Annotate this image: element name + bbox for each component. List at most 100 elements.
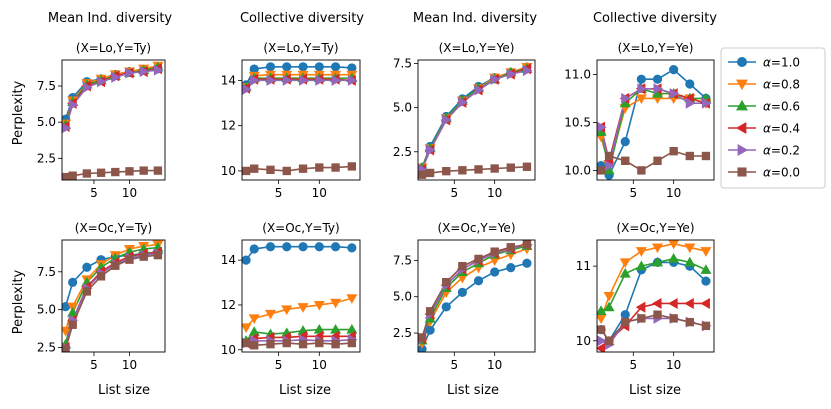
- data-point: [506, 68, 517, 80]
- subplot-7: (X=Oc,Y=Ye) 2.5 5.0 7.5 5 10: [393, 221, 536, 372]
- y-tick-label: 5.0: [37, 303, 56, 317]
- y-tick-label: 11: [576, 259, 591, 273]
- subplot-grid: (X=Lo,Y=Ty) 2.5 5.0 7.5 5 10 (X=Lo,Y=Ty) 10 12 14…: [37, 41, 715, 372]
- data-point: [282, 74, 293, 86]
- data-point: [668, 253, 680, 263]
- data-point: [111, 261, 120, 270]
- legend-entry: α=0.6: [728, 100, 800, 114]
- x-tick-label: 10: [487, 358, 502, 372]
- data-point: [281, 305, 293, 316]
- column-title-2: Collective diversity: [240, 11, 364, 26]
- y-tick-label: 2.5: [37, 151, 56, 165]
- y-tick-label: 7.5: [393, 57, 412, 71]
- data-point: [458, 166, 467, 175]
- y-tick-label: 14: [221, 253, 236, 267]
- data-point: [701, 97, 712, 109]
- axes-frame: [417, 239, 536, 353]
- y-tick-label: 2.5: [393, 326, 412, 340]
- subplot-title: (X=Lo,Y=Ye): [618, 41, 694, 55]
- data-point: [685, 151, 694, 161]
- plot-area: [62, 240, 164, 352]
- legend-label: α=0.0: [763, 166, 800, 180]
- alpha-symbol: α: [763, 166, 771, 180]
- data-point: [603, 291, 615, 302]
- subplot-title: (X=Lo,Y=Ye): [439, 41, 515, 55]
- data-point: [298, 62, 308, 72]
- x-tick-label: 5: [90, 186, 98, 200]
- legend: α=1.0α=0.8α=0.6α=0.4α=0.2α=0.0: [720, 47, 826, 189]
- data-point: [266, 74, 277, 86]
- data-point: [669, 314, 678, 323]
- data-point: [68, 277, 78, 287]
- data-point: [669, 147, 678, 156]
- subplot-1: (X=Lo,Y=Ty) 2.5 5.0 7.5 5 10: [37, 41, 166, 200]
- data-point: [458, 96, 469, 108]
- data-point: [139, 252, 148, 261]
- data-point: [153, 166, 163, 175]
- x-tick-label: 10: [122, 358, 137, 372]
- data-point: [490, 164, 499, 173]
- y-tick-label: 5.0: [393, 101, 412, 115]
- data-point: [473, 276, 484, 286]
- data-point: [265, 62, 276, 72]
- data-point: [603, 301, 615, 312]
- data-point: [347, 74, 358, 86]
- x-tick-label: 10: [666, 186, 681, 200]
- data-point: [264, 309, 277, 320]
- x-tick-label: 5: [275, 186, 283, 200]
- data-point: [315, 338, 324, 348]
- legend-label: α=0.2: [763, 144, 800, 158]
- series-line: [421, 68, 528, 170]
- y-tick-label: 10: [576, 334, 591, 348]
- data-point: [621, 156, 630, 165]
- y-tick-label: 10.5: [564, 115, 591, 129]
- plot-area: [418, 62, 533, 179]
- data-point: [330, 62, 341, 72]
- subplot-8: (X=Oc,Y=Ye) 10 11 5 10: [576, 221, 715, 372]
- legend-value: =0.2: [771, 144, 800, 158]
- data-point: [282, 166, 291, 176]
- legend-label: α=1.0: [763, 56, 800, 70]
- data-point: [68, 99, 79, 111]
- data-point: [111, 71, 121, 83]
- data-point: [111, 167, 120, 177]
- data-point: [620, 137, 630, 147]
- data-point: [68, 171, 77, 180]
- data-point: [331, 339, 340, 349]
- y-tick-label: 5.0: [393, 290, 412, 304]
- data-point: [490, 247, 499, 256]
- axes-frame: [241, 239, 361, 353]
- data-point: [619, 267, 631, 278]
- x-tick-label: 5: [450, 358, 458, 372]
- x-tick-label: 5: [629, 186, 637, 200]
- data-point: [346, 294, 358, 304]
- data-point: [685, 79, 695, 89]
- plot-area: [418, 240, 533, 352]
- y-tick-label: 10: [221, 164, 236, 178]
- data-point: [82, 81, 93, 93]
- subplot-title: (X=Oc,Y=Ye): [438, 221, 516, 235]
- data-point: [82, 262, 92, 272]
- column-title-3: Mean Ind. diversity: [413, 11, 538, 26]
- data-point: [635, 247, 647, 257]
- data-point: [474, 84, 485, 96]
- legend-entry: α=0.2: [728, 144, 800, 158]
- data-point: [265, 242, 276, 252]
- alpha-symbol: α: [763, 144, 771, 158]
- legend-marker: [735, 122, 747, 134]
- data-point: [637, 166, 646, 175]
- legend-entry: α=1.0: [728, 56, 800, 70]
- subplot-title: (X=Oc,Y=Ty): [75, 221, 152, 235]
- series-line: [421, 66, 528, 168]
- data-point: [684, 243, 696, 254]
- x-axis-label-1: List size: [98, 383, 150, 398]
- x-tick-label: 10: [122, 186, 137, 200]
- data-point: [331, 163, 340, 172]
- data-point: [418, 333, 427, 342]
- data-point: [651, 297, 662, 309]
- y-tick-label: 7.5: [393, 253, 412, 267]
- subplot-5: (X=Oc,Y=Ty) 2.5 5.0 7.5 5 10: [37, 221, 166, 372]
- x-tick-label: 10: [312, 186, 327, 200]
- data-point: [347, 243, 357, 253]
- data-point: [68, 320, 77, 329]
